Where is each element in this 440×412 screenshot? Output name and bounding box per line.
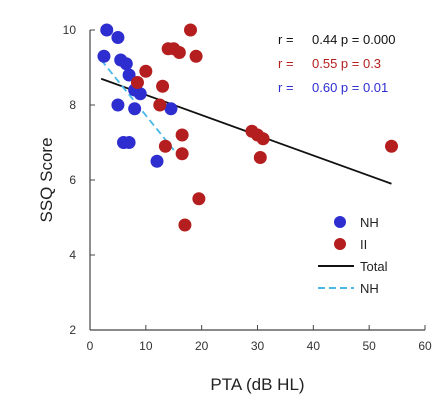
point-nh bbox=[128, 102, 142, 116]
legend-label: NH bbox=[360, 281, 379, 296]
point-nh bbox=[122, 136, 136, 149]
x-tick-label: 10 bbox=[139, 339, 153, 353]
point-hi bbox=[189, 49, 203, 63]
stat-value: 0.60 p = 0.01 bbox=[312, 80, 388, 95]
legend-label: NH bbox=[360, 215, 379, 230]
point-nh bbox=[111, 98, 125, 112]
point-hi bbox=[130, 76, 144, 89]
legend: NH II Total NH bbox=[318, 215, 388, 296]
y-tick-label: 8 bbox=[69, 98, 76, 112]
point-nh bbox=[122, 68, 136, 82]
point-nh bbox=[164, 102, 178, 116]
point-hi bbox=[256, 132, 270, 146]
point-hi bbox=[139, 64, 153, 78]
legend-label: Total bbox=[360, 259, 388, 274]
point-hi bbox=[156, 79, 170, 93]
point-hi bbox=[172, 46, 186, 59]
point-nh bbox=[100, 23, 114, 37]
y-tick-label: 10 bbox=[63, 23, 77, 37]
x-axis-label: PTA (dB HL) bbox=[210, 375, 304, 394]
x-tick-label: 20 bbox=[195, 339, 209, 353]
point-hi bbox=[253, 151, 267, 164]
point-hi bbox=[175, 128, 189, 142]
point-hi bbox=[184, 23, 197, 37]
x-tick-label: 0 bbox=[87, 339, 94, 353]
point-hi bbox=[178, 218, 192, 232]
x-tick-label: 30 bbox=[251, 339, 265, 353]
stat-r-label: r = bbox=[278, 32, 294, 47]
point-nh bbox=[119, 57, 133, 71]
y-axis-label: SSQ Score bbox=[37, 137, 56, 222]
legend-marker-nh bbox=[334, 216, 346, 228]
y-tick-label: 6 bbox=[69, 173, 76, 187]
point-hi bbox=[385, 139, 398, 153]
legend-marker-hi bbox=[334, 238, 346, 250]
stat-r-label: r = bbox=[278, 56, 294, 71]
point-hi bbox=[158, 139, 172, 153]
points-layer bbox=[97, 23, 398, 232]
stat-r-label: r = bbox=[278, 80, 294, 95]
point-nh bbox=[133, 87, 147, 101]
point-hi bbox=[153, 98, 167, 112]
y-tick-label: 4 bbox=[69, 248, 76, 262]
x-tick-label: 60 bbox=[418, 339, 432, 353]
stat-value: 0.44 p = 0.000 bbox=[312, 32, 396, 47]
stats-layer: r = 0.44 p = 0.000 r = 0.55 p = 0.3 r = 0.60 … bbox=[278, 32, 396, 95]
axes-layer: 0 10 20 30 40 50 60 2 4 6 8 10 bbox=[63, 23, 432, 353]
legend-label: II bbox=[360, 237, 367, 252]
x-tick-label: 50 bbox=[362, 339, 376, 353]
fit-lines-layer bbox=[100, 59, 392, 185]
point-nh bbox=[150, 154, 164, 168]
point-hi bbox=[175, 147, 189, 161]
point-nh bbox=[97, 49, 111, 63]
y-tick-label: 2 bbox=[69, 323, 76, 337]
x-tick-label: 40 bbox=[307, 339, 321, 353]
point-hi bbox=[192, 192, 206, 206]
point-nh bbox=[111, 31, 125, 44]
stat-value: 0.55 p = 0.3 bbox=[312, 56, 381, 71]
